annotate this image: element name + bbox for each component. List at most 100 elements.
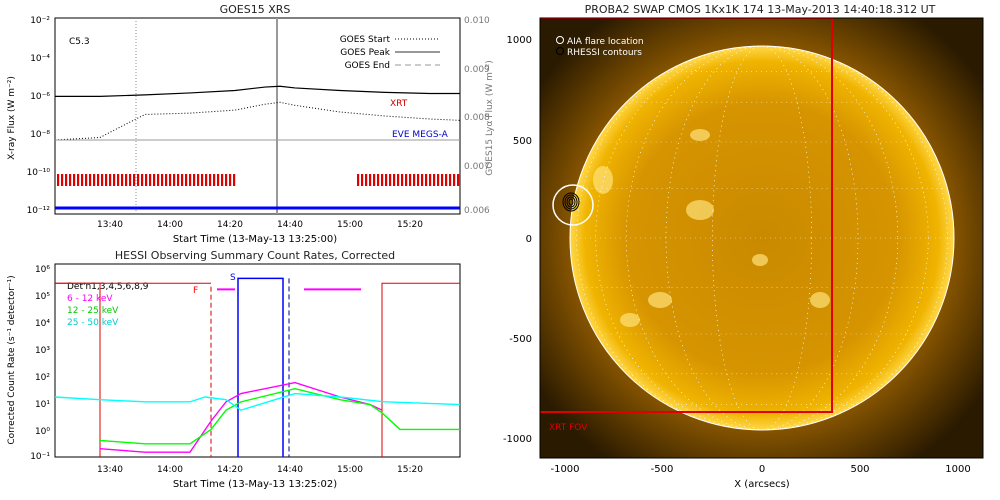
- xrt-coverage-tick: [453, 174, 456, 186]
- xrt-coverage-tick: [433, 174, 436, 186]
- xrt-coverage-tick: [193, 174, 196, 186]
- xrt-coverage-tick: [213, 174, 216, 186]
- legend-aia-icon: [556, 36, 564, 44]
- xrt-coverage-tick: [413, 174, 416, 186]
- xrt-coverage-tick: [437, 174, 440, 186]
- goes-panel: GOES15 XRS X-ray Flux (W m⁻²) GOES15 Lyα…: [7, 3, 495, 245]
- goes-xtick: 14:00: [157, 220, 183, 230]
- rhessi-ytick: 10⁻¹: [30, 452, 50, 462]
- xrt-coverage-tick: [149, 174, 152, 186]
- goes-legend-end: GOES End: [345, 61, 390, 71]
- xrt-coverage-tick: [417, 174, 420, 186]
- xrt-coverage-tick: [449, 174, 452, 186]
- rhessi-plot-area: [54, 277, 461, 457]
- goes-ytick-right: 0.010: [464, 16, 490, 26]
- rhessi-ytick: 10⁰: [35, 427, 50, 437]
- xrt-coverage-tick: [209, 174, 212, 186]
- xrt-coverage-tick: [457, 174, 460, 186]
- swap-xtick: -500: [651, 464, 674, 475]
- xrt-coverage-tick: [73, 174, 76, 186]
- swap-ytick: -500: [509, 334, 532, 345]
- goes-flare-class: C5.3: [69, 37, 90, 47]
- xrt-coverage-tick: [369, 174, 372, 186]
- rhessi-ytick: 10²: [35, 373, 50, 383]
- xrt-coverage-tick: [121, 174, 124, 186]
- goes-ytick-right: 0.006: [464, 206, 490, 216]
- xrt-coverage-tick: [117, 174, 120, 186]
- xrt-coverage-tick: [393, 174, 396, 186]
- rhessi-ytick: 10³: [35, 346, 50, 356]
- rhessi-marker-f: F: [193, 286, 198, 296]
- goes-ytick: 10⁻¹⁰: [27, 168, 51, 178]
- xrt-coverage-tick: [421, 174, 424, 186]
- rhessi-ylabel: Corrected Count Rate (s⁻¹ detector⁻¹): [7, 275, 17, 444]
- xrt-coverage-tick: [93, 174, 96, 186]
- xrt-coverage-tick: [141, 174, 144, 186]
- goes-ylabel-right: GOES15 Lyα Flux (W m⁻²): [485, 60, 495, 176]
- xrt-coverage-tick: [181, 174, 184, 186]
- rhessi-title: HESSI Observing Summary Count Rates, Cor…: [115, 249, 395, 262]
- xrt-coverage-tick: [225, 174, 228, 186]
- goes-xtick: 13:40: [97, 220, 123, 230]
- xrt-coverage-tick: [77, 174, 80, 186]
- swap-xtick: -1000: [550, 464, 579, 475]
- xrt-coverage-tick: [397, 174, 400, 186]
- goes-xtick: 14:20: [217, 220, 243, 230]
- goes-title: GOES15 XRS: [220, 3, 291, 16]
- heliographic-grid: [570, 45, 954, 431]
- aia-flare-location-circle: [552, 184, 594, 226]
- legend-rhessi-icon: [556, 47, 564, 55]
- goes-ytick: 10⁻²: [30, 16, 50, 26]
- rhessi-series-line-0: [99, 381, 383, 453]
- grid-longitude-line: [625, 45, 899, 431]
- swap-xlabel: X (arcsecs): [734, 479, 790, 490]
- goes-xrt-label: XRT: [390, 99, 408, 109]
- xrt-coverage-tick: [357, 174, 360, 186]
- xrt-coverage-tick: [445, 174, 448, 186]
- xrt-coverage-tick: [221, 174, 224, 186]
- xrt-coverage-tick: [133, 174, 136, 186]
- grid-longitude-line: [665, 45, 859, 431]
- swap-xtick: 0: [759, 464, 765, 475]
- xrt-coverage-tick: [381, 174, 384, 186]
- xrt-coverage-tick: [429, 174, 432, 186]
- xrt-coverage-tick: [177, 174, 180, 186]
- xrt-coverage-tick: [153, 174, 156, 186]
- goes-time-ticks: 13:40 14:00 14:20 14:40 15:00 15:20: [97, 220, 423, 230]
- swap-axes-box: [539, 17, 984, 459]
- goes-ytick: 10⁻¹²: [27, 206, 51, 216]
- rhessi-saa-box: [237, 277, 284, 457]
- swap-ytick: 0: [526, 234, 532, 245]
- xrt-coverage-tick: [69, 174, 72, 186]
- swap-xtick: 500: [850, 464, 869, 475]
- goes-axes-box: [54, 17, 461, 215]
- goes-eve-label: EVE MEGS-A: [392, 130, 449, 140]
- goes-xtick: 15:00: [337, 220, 363, 230]
- xrt-coverage-tick: [85, 174, 88, 186]
- rhessi-ytick: 10⁶: [35, 265, 50, 275]
- goes-right-ticks: 0.010 0.009 0.008 0.007 0.006: [464, 16, 490, 216]
- xrt-coverage-tick: [65, 174, 68, 186]
- swap-ytick: 1000: [507, 35, 532, 46]
- goes-series-line-1: [54, 101, 461, 141]
- swap-title: PROBA2 SWAP CMOS 1Kx1K 174 13-May-2013 1…: [585, 3, 936, 16]
- active-regions: [593, 129, 830, 327]
- rhessi-ytick: 10⁴: [35, 319, 50, 329]
- goes-series-line-0: [55, 85, 460, 98]
- legend-rhessi-label: RHESSI contours: [567, 48, 642, 58]
- swap-y-ticks: 1000 500 0 -500 -1000: [503, 35, 532, 445]
- xrt-coverage-tick: [129, 174, 132, 186]
- xrt-coverage-tick: [405, 174, 408, 186]
- xrt-fov-label: XRT FOV: [549, 423, 588, 433]
- legend-aia-label: AIA flare location: [567, 37, 644, 47]
- xrt-coverage-tick: [125, 174, 128, 186]
- goes-ytick-right: 0.009: [464, 65, 490, 75]
- xrt-coverage-tick: [109, 174, 112, 186]
- xrt-coverage-tick: [101, 174, 104, 186]
- xrt-coverage-tick: [137, 174, 140, 186]
- xrt-coverage-tick: [401, 174, 404, 186]
- xrt-coverage-tick: [409, 174, 412, 186]
- goes-legend-peak: GOES Peak: [340, 48, 390, 58]
- swap-xtick: 1000: [945, 464, 970, 475]
